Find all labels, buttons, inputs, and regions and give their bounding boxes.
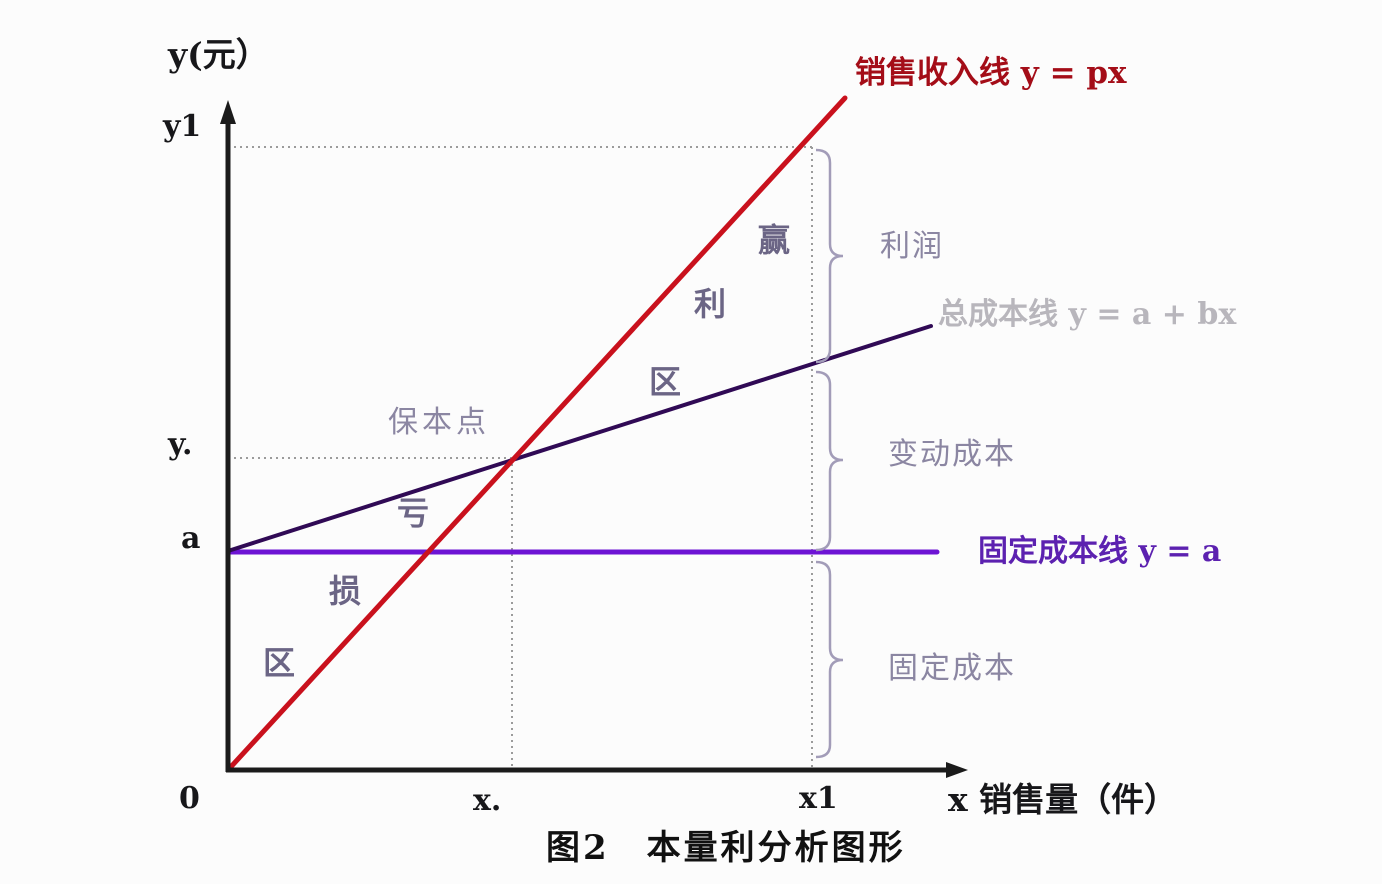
brace-label-variable-cost: 变动成本 [888,437,1016,472]
total-cost-line [226,324,933,553]
profit-zone-char-3: 区 [649,363,682,401]
x-axis-label: x 销售量（件） [948,780,1178,819]
x-axis-arrow-icon [946,762,968,778]
brace-label-profit: 利润 [880,229,944,264]
brace-fixed-cost [815,560,844,759]
total-cost-line-label: 总成本线 y = a + bx [938,297,1237,332]
break-even-label: 保本点 [388,405,490,440]
revenue-line-label: 销售收入线 y = px [855,55,1127,91]
brace-profit [815,148,844,364]
profit-zone-char-2: 利 [694,285,727,323]
y-axis-arrow-icon [220,100,236,124]
revenue-line [225,95,848,773]
y-axis-label: y(元） [168,35,269,74]
figure-caption: 图2 本量利分析图形 [546,828,906,868]
brace-label-fixed-cost: 固定成本 [888,651,1016,686]
loss-zone-char-3: 区 [263,644,296,682]
origin-label: 0 [179,781,200,816]
fixed-cost-line-label: 固定成本线 y = a [978,534,1222,569]
brace-variable-cost [815,370,844,552]
y-tick-y1: y1 [163,109,202,144]
loss-zone-char-2: 损 [329,572,362,610]
profit-zone-char-1: 赢 [758,221,791,259]
y-tick-ydot: y. [168,427,193,462]
x-tick-x1: x1 [799,781,838,816]
loss-zone-char-1: 亏 [397,494,430,532]
x-tick-xdot: x. [473,783,502,818]
y-tick-a: a [181,521,201,556]
